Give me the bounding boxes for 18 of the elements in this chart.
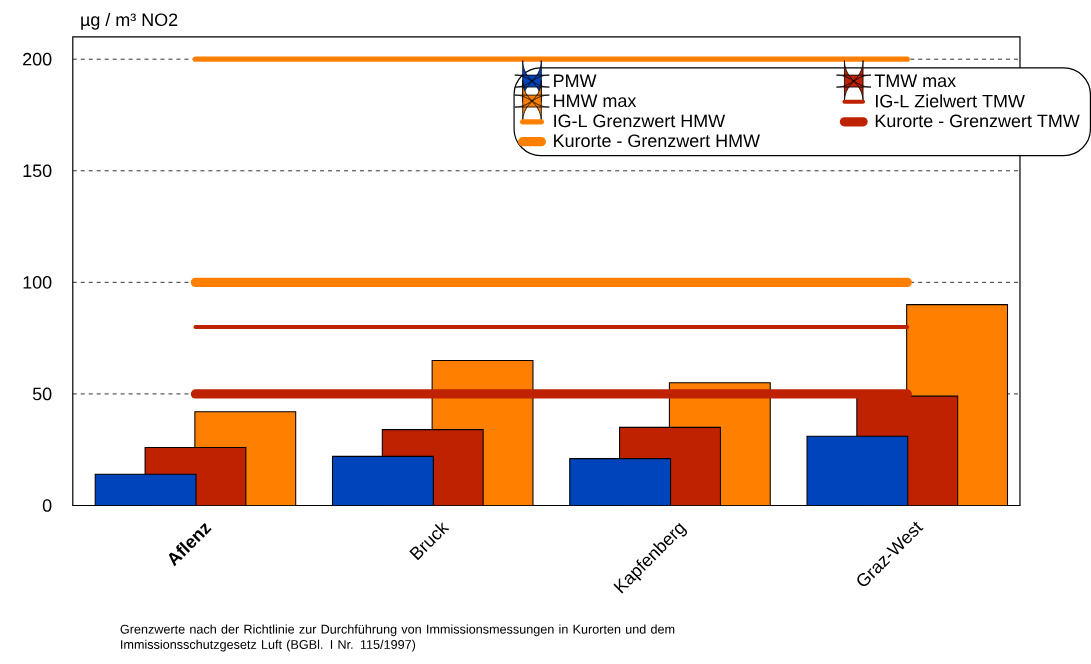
legend-label: IG-L Zielwert TMW	[876, 94, 1025, 108]
bar	[332, 456, 434, 506]
y-axis-title: µg / m³ NO2	[81, 12, 178, 30]
y-tick-label: 200	[23, 52, 52, 66]
y-tick-label: 0	[42, 499, 52, 512]
legend-label: Kurorte - Grenzwert HMW	[554, 134, 760, 148]
text: Grenzwerte nach der Richtlinie zur Durchführung von Immissionsmessungen in Kurorten und dem Immissionsschutzgesetz Luft (BGBl. I Nr. 115/1997)	[120, 624, 675, 652]
bar	[569, 458, 671, 506]
legend-label: TMW max	[874, 74, 956, 88]
bar	[806, 435, 909, 506]
y-tick-label: 100	[23, 275, 52, 289]
bar	[95, 474, 197, 506]
legend-label: HMW max	[554, 94, 637, 108]
y-tick-label: 50	[32, 387, 52, 401]
y-tick-label: 150	[23, 164, 52, 178]
legend-label: PMW	[554, 74, 597, 87]
legend-label: Kurorte - Grenzwert TMW	[875, 114, 1080, 128]
legend-label: IG-L Grenzwert HMW	[554, 114, 726, 128]
